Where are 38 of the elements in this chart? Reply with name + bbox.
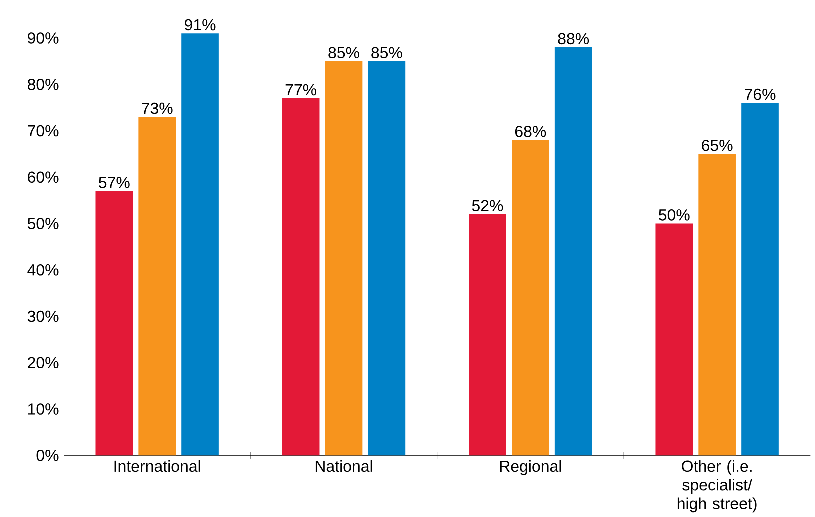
data-label: 77%	[286, 84, 317, 96]
bar	[368, 61, 406, 456]
data-label: 57%	[99, 177, 130, 188]
y-tick-label: 60%	[28, 172, 59, 184]
x-tick-label: International	[114, 460, 200, 472]
bar	[325, 61, 363, 456]
bar	[96, 191, 134, 456]
y-tick-label: 90%	[28, 32, 59, 44]
y-tick-label: 30%	[28, 310, 59, 322]
bar	[469, 214, 506, 456]
data-label: 85%	[372, 47, 402, 58]
bar	[698, 154, 736, 456]
bar	[512, 140, 550, 456]
bar	[656, 224, 694, 456]
data-label: 85%	[328, 47, 360, 58]
bar	[182, 34, 219, 456]
y-tick-label: 50%	[28, 218, 59, 230]
bar	[282, 98, 320, 456]
x-tick-label: National	[316, 460, 372, 472]
bar	[138, 117, 176, 456]
y-tick-label: 20%	[28, 357, 59, 369]
data-label: 88%	[558, 33, 590, 45]
data-label: 91%	[185, 19, 216, 31]
data-label: 65%	[702, 140, 733, 152]
bar	[554, 48, 592, 456]
data-label: 73%	[142, 102, 173, 114]
y-tick-label: 40%	[28, 264, 59, 276]
x-tick-label: Regional	[500, 460, 562, 476]
data-label: 76%	[745, 88, 776, 100]
bar	[742, 103, 779, 456]
data-label: 50%	[659, 209, 690, 221]
data-label: 68%	[515, 126, 546, 138]
y-tick-label: 80%	[28, 78, 59, 90]
y-tick-label: 70%	[28, 125, 59, 137]
y-tick-label: 10%	[28, 404, 59, 415]
data-label: 52%	[472, 200, 504, 212]
x-tick-label: Other (i.e. specialist/ high street)	[678, 460, 757, 513]
y-tick-label: 0%	[36, 450, 59, 462]
